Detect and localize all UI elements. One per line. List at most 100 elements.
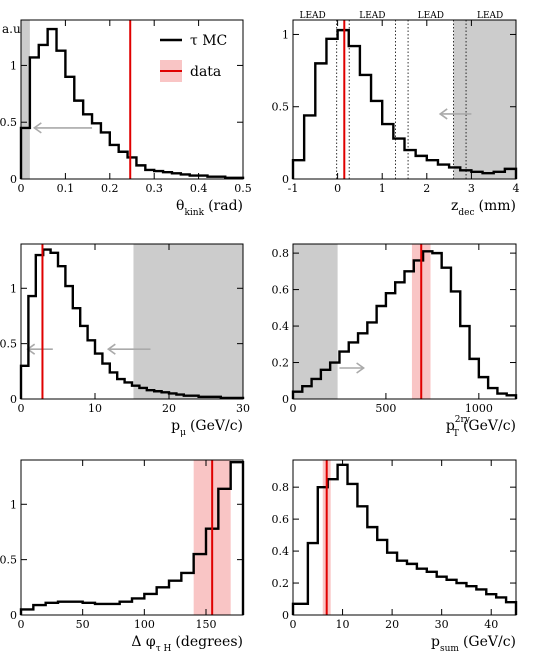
mc-histogram [291, 28, 518, 179]
y-tick-label: 0.5 [0, 554, 17, 567]
x-tick-label: 30 [236, 402, 250, 415]
mc-histogram [19, 461, 245, 615]
x-axis-unit: (rad) [208, 198, 243, 214]
plot-frame [292, 459, 517, 616]
y-axis-label: a.u. [2, 22, 25, 36]
x-axis-symbol: p [446, 418, 455, 434]
lead-label: LEAD [359, 11, 385, 21]
x-axis-symbol: p [171, 418, 180, 434]
x-tick-label: 150 [196, 618, 217, 631]
plot-frame [20, 459, 244, 616]
x-axis-label: zdec (mm) [451, 198, 516, 218]
y-tick-label: 0.8 [272, 481, 290, 494]
plot-frame [292, 243, 517, 400]
x-tick-label: 0 [334, 182, 341, 195]
y-tick-label: 1 [282, 28, 289, 41]
legend-mc-label: τ MC [190, 33, 227, 49]
y-tick-label: 1 [10, 59, 17, 72]
plot-frame [292, 19, 517, 180]
excluded-region [21, 20, 30, 179]
x-axis-label: p2ry T (GeV/c) [446, 415, 516, 439]
x-axis-unit: (degrees) [175, 634, 243, 650]
y-tick-label: 0 [10, 609, 17, 622]
panel-delta_phi: 0 50 100 150 0 0.5 1 Δ φτ H (degrees) [0, 459, 245, 654]
x-tick-label: 20 [162, 402, 176, 415]
x-tick-label: 20 [385, 618, 399, 631]
x-tick-label: 10 [336, 618, 350, 631]
x-tick-label: 100 [134, 618, 155, 631]
x-axis-symbol: p [431, 634, 440, 650]
panel-p_sum: 0 10 20 30 40 0 0.2 0.4 0.6 0.8 psum (GeV/c) [272, 459, 518, 654]
x-tick-label: 30 [435, 618, 449, 631]
y-tick-label: 0 [10, 393, 17, 406]
y-tick-label: 0 [10, 173, 17, 186]
x-tick-label: 50 [76, 618, 90, 631]
cut-arrow-head [356, 362, 365, 374]
y-tick-label: 0 [282, 393, 289, 406]
x-tick-label: 0.5 [234, 182, 252, 195]
x-tick-label: 0 [18, 402, 25, 415]
x-tick-label: 3 [468, 182, 475, 195]
excluded-region [133, 244, 243, 399]
lead-label: LEAD [418, 11, 444, 21]
x-axis-symbol: Δ φ [131, 634, 156, 650]
x-axis-symbol: θ [176, 198, 184, 214]
y-tick-label: 1 [10, 498, 17, 511]
y-tick-label: 0 [282, 173, 289, 186]
y-tick-label: 0.6 [272, 513, 290, 526]
x-tick-label: 0 [290, 402, 297, 415]
x-tick-label: 0 [18, 182, 25, 195]
x-axis-label: Δ φτ H (degrees) [131, 634, 243, 654]
excluded-region [293, 244, 338, 399]
x-tick-label: 2 [423, 182, 430, 195]
x-tick-label: 500 [375, 402, 396, 415]
x-axis-subscript: kink [184, 208, 204, 218]
x-tick-label: 0.4 [190, 182, 208, 195]
x-tick-label: 1000 [465, 402, 493, 415]
y-tick-label: 0.4 [272, 320, 290, 333]
cut-arrow-head [32, 122, 42, 134]
x-axis-subscript: sum [440, 644, 459, 654]
y-tick-label: 0.5 [0, 116, 17, 129]
x-tick-label: 0 [18, 618, 25, 631]
cut-arrow-head [438, 108, 448, 120]
mc-histogram [19, 248, 245, 400]
y-tick-label: 0.5 [0, 338, 17, 351]
y-tick-label: 0 [282, 609, 289, 622]
x-axis-subscript: τ H [156, 644, 172, 654]
x-tick-label: 40 [484, 618, 498, 631]
x-tick-label: 0 [290, 618, 297, 631]
x-tick-label: 0.2 [101, 182, 119, 195]
y-tick-label: 0.8 [272, 247, 290, 260]
legend: τ MC data [160, 33, 227, 82]
panel-theta_kink: 0 0.1 0.2 0.3 0.4 0.5 0 0.5 1 θkink (rad) [0, 19, 252, 218]
excluded-region [453, 20, 516, 179]
x-axis-unit: (GeV/c) [463, 634, 516, 650]
x-axis-unit: (mm) [479, 198, 516, 214]
cut-arrow-head [106, 343, 116, 355]
lead-label: LEAD [477, 11, 503, 21]
x-axis-label: psum (GeV/c) [431, 634, 516, 654]
y-tick-label: 0.4 [272, 545, 290, 558]
x-axis-label: pμ (GeV/c) [171, 418, 243, 438]
mc-histogram [19, 27, 245, 180]
mc-histogram [291, 463, 518, 615]
panels: 0 0.1 0.2 0.3 0.4 0.5 0 0.5 1 θkink (rad) LEAD LEAD L… [0, 11, 520, 654]
y-tick-label: 0.2 [272, 357, 290, 370]
y-tick-label: 0.5 [272, 101, 290, 114]
y-tick-label: 1 [10, 282, 17, 295]
x-axis-unit: (GeV/c) [190, 418, 243, 434]
x-axis-symbol: z [451, 198, 458, 214]
y-tick-label: 0.6 [272, 284, 290, 297]
x-tick-label: 10 [88, 402, 102, 415]
x-axis-subscript: μ [180, 428, 186, 438]
x-tick-label: -1 [288, 182, 299, 195]
x-tick-label: 4 [513, 182, 520, 195]
panel-p_mu: 0 10 20 30 0 0.5 1 pμ (GeV/c) [0, 243, 250, 438]
plot-frame [20, 243, 244, 400]
plot-frame [20, 19, 244, 180]
mc-histogram [291, 250, 518, 399]
y-tick-label: 0.2 [272, 577, 290, 590]
x-tick-label: 1 [379, 182, 386, 195]
